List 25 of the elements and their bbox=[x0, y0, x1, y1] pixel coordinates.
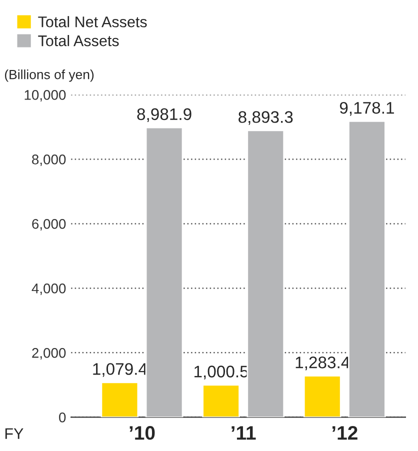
data-label: 1,283.4 bbox=[296, 356, 350, 370]
bar bbox=[348, 120, 386, 418]
x-tick-label: ’12 bbox=[332, 426, 358, 440]
y-tick-label: 6,000 bbox=[32, 219, 66, 231]
y-tick-label: 10,000 bbox=[24, 90, 66, 102]
legend-label: Total Assets bbox=[38, 34, 119, 46]
x-tick-label: ’11 bbox=[232, 426, 256, 440]
y-tick-label: 2,000 bbox=[32, 348, 66, 360]
data-label: 8,981.9 bbox=[137, 108, 192, 122]
x-tick-label: ’10 bbox=[130, 426, 155, 440]
bar bbox=[202, 384, 240, 418]
data-label: 9,178.1 bbox=[340, 102, 394, 116]
data-label: 1,079.4 bbox=[93, 363, 148, 377]
y-tick-label: 4,000 bbox=[32, 284, 66, 295]
bar bbox=[246, 130, 285, 418]
data-label: 1,000.5 bbox=[194, 366, 248, 380]
data-label: 8,893.3 bbox=[238, 111, 293, 125]
bar bbox=[303, 375, 342, 418]
bar bbox=[145, 126, 184, 418]
y-tick-label: 0 bbox=[59, 412, 66, 422]
y-axis-title: (Billions of yen) bbox=[5, 70, 94, 82]
y-tick-label: 8,000 bbox=[32, 154, 66, 166]
legend-label: Total Net Assets bbox=[38, 16, 147, 28]
x-axis-title: FY bbox=[5, 428, 24, 439]
bar bbox=[100, 382, 139, 418]
